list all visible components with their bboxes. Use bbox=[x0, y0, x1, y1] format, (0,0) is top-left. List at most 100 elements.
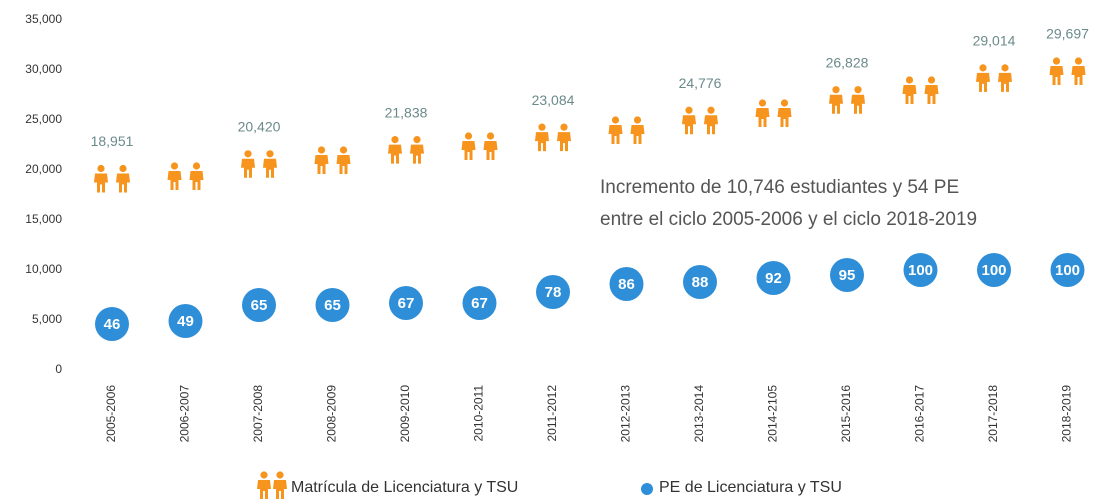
person-head bbox=[192, 162, 201, 170]
pe-bubble bbox=[95, 307, 129, 341]
legend-label: PE de Licenciatura y TSU bbox=[659, 479, 842, 496]
person-body bbox=[608, 125, 623, 144]
person-body bbox=[257, 480, 271, 499]
legend-label: Matrícula de Licenciatura y TSU bbox=[291, 479, 518, 496]
person-icon bbox=[388, 136, 424, 164]
data-label: 100 bbox=[908, 262, 933, 279]
person-head bbox=[317, 146, 326, 154]
person-head bbox=[260, 471, 268, 479]
data-label: 49 bbox=[177, 313, 194, 330]
data-label: 23,084 bbox=[532, 92, 575, 108]
x-tick-label: 2006-2007 bbox=[178, 385, 192, 443]
data-label: 67 bbox=[471, 295, 488, 312]
person-head bbox=[391, 136, 399, 144]
person-body bbox=[410, 144, 424, 164]
person-icon bbox=[682, 106, 718, 135]
x-tick-label: 2018-2019 bbox=[1060, 385, 1074, 443]
annotation: entre el ciclo 2005-2006 y el ciclo 2018… bbox=[600, 209, 977, 230]
y-tick-label: 20,000 bbox=[25, 162, 62, 176]
data-label: 26,828 bbox=[826, 54, 869, 70]
person-head bbox=[97, 164, 105, 173]
person-icon bbox=[1049, 57, 1086, 86]
data-label: 21,838 bbox=[385, 104, 428, 120]
x-tick-label: 2008-2009 bbox=[325, 385, 339, 443]
person-head bbox=[905, 76, 914, 84]
pe-bubble bbox=[462, 286, 497, 320]
person-body bbox=[273, 480, 287, 499]
pe-bubble bbox=[903, 253, 938, 287]
x-tick-label: 2005-2006 bbox=[104, 385, 118, 443]
pe-bubble bbox=[242, 288, 276, 322]
person-head bbox=[464, 132, 473, 140]
person-head bbox=[611, 116, 620, 124]
data-label: 29,014 bbox=[973, 33, 1016, 49]
person-body bbox=[94, 173, 108, 193]
x-tick-label: 2016-2017 bbox=[913, 385, 927, 443]
person-body bbox=[924, 85, 939, 104]
legend-icon bbox=[257, 471, 287, 499]
person-head bbox=[119, 164, 127, 173]
person-body bbox=[241, 158, 255, 178]
pe-bubble bbox=[977, 253, 1011, 287]
person-head bbox=[538, 123, 546, 131]
person-head bbox=[339, 146, 348, 154]
person-body bbox=[535, 132, 549, 152]
person-head bbox=[854, 86, 862, 94]
pe-bubble bbox=[609, 267, 644, 301]
person-head bbox=[244, 150, 252, 158]
person-head bbox=[276, 471, 284, 479]
person-head bbox=[707, 106, 715, 114]
y-tick-label: 30,000 bbox=[25, 62, 62, 76]
person-icon bbox=[167, 162, 204, 190]
data-label: 95 bbox=[839, 267, 856, 284]
person-body bbox=[167, 171, 182, 190]
pe-bubble bbox=[389, 286, 423, 320]
person-body bbox=[483, 141, 498, 160]
pe-bubble bbox=[756, 261, 791, 295]
data-label: 100 bbox=[1055, 262, 1080, 279]
person-body bbox=[116, 173, 130, 193]
person-icon bbox=[902, 76, 939, 104]
data-label: 78 bbox=[545, 284, 562, 301]
data-label: 92 bbox=[765, 270, 782, 287]
person-body bbox=[777, 108, 792, 127]
person-body bbox=[902, 85, 917, 104]
person-body bbox=[829, 94, 843, 114]
person-icon bbox=[314, 146, 351, 174]
person-body bbox=[314, 155, 329, 174]
person-head bbox=[758, 99, 767, 107]
person-body bbox=[1071, 66, 1086, 86]
person-icon bbox=[829, 86, 865, 114]
data-label: 86 bbox=[618, 276, 635, 293]
data-label: 88 bbox=[692, 274, 709, 291]
data-label: 18,951 bbox=[91, 133, 134, 149]
person-icon bbox=[535, 123, 571, 152]
person-body bbox=[388, 144, 402, 164]
data-label: 20,420 bbox=[238, 119, 281, 135]
pe-bubble bbox=[315, 288, 350, 322]
person-body bbox=[189, 171, 204, 190]
person-head bbox=[633, 116, 642, 124]
person-body bbox=[704, 115, 718, 135]
data-label: 46 bbox=[104, 316, 121, 333]
data-label: 65 bbox=[251, 297, 268, 314]
pe-bubble bbox=[683, 265, 717, 299]
x-tick-label: 2011-2012 bbox=[545, 385, 559, 442]
person-head bbox=[685, 106, 693, 114]
person-body bbox=[336, 155, 351, 174]
person-body bbox=[998, 72, 1012, 92]
person-head bbox=[1052, 57, 1061, 65]
pe-bubble bbox=[1050, 253, 1085, 287]
person-head bbox=[413, 136, 421, 144]
data-label: 100 bbox=[981, 262, 1006, 279]
person-head bbox=[266, 150, 274, 158]
annotation: Incremento de 10,746 estudiantes y 54 PE bbox=[600, 177, 959, 198]
person-body bbox=[755, 108, 770, 127]
person-icon bbox=[94, 164, 130, 193]
person-icon bbox=[976, 64, 1012, 92]
person-head bbox=[1074, 57, 1083, 65]
person-icon bbox=[461, 132, 498, 160]
x-tick-label: 2010-2011 bbox=[472, 385, 486, 442]
y-tick-label: 0 bbox=[55, 362, 62, 376]
